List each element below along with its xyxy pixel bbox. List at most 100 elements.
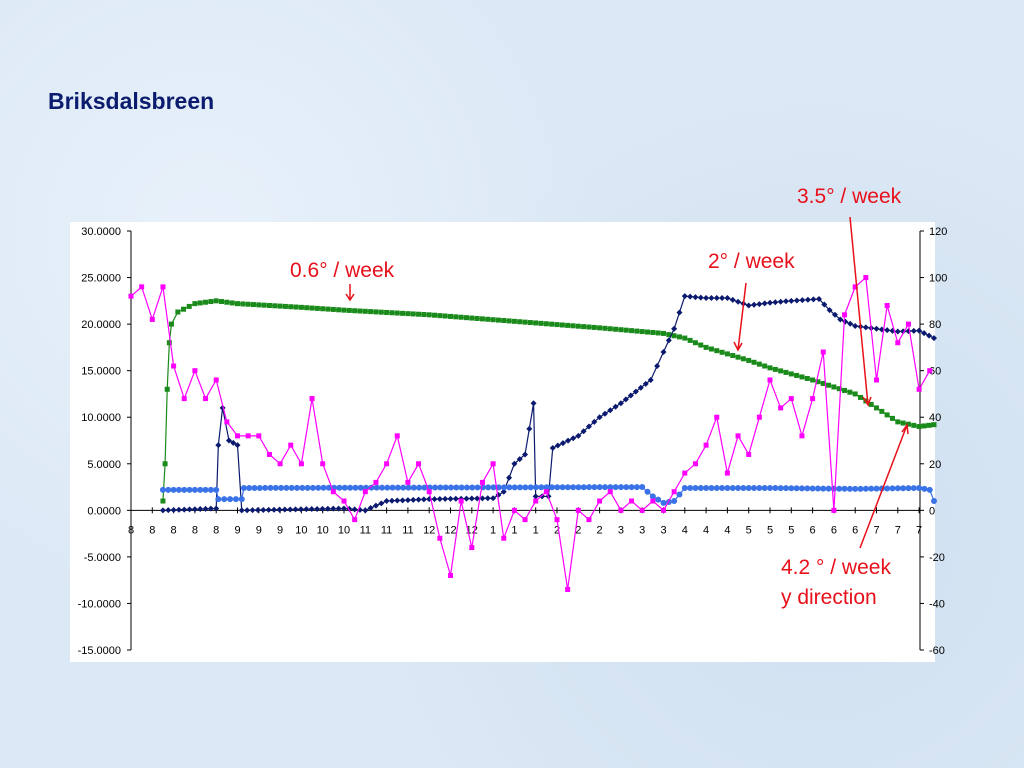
data-point: [325, 306, 331, 312]
data-point: [330, 505, 337, 512]
data-point: [463, 315, 469, 321]
x-tick-label: 11: [402, 524, 413, 536]
data-point: [777, 298, 784, 305]
data-point: [186, 303, 192, 309]
data-point: [448, 484, 455, 491]
data-point: [837, 316, 844, 323]
data-point: [804, 375, 810, 381]
data-point: [469, 545, 475, 551]
data-point: [277, 303, 283, 309]
data-point: [639, 507, 645, 513]
data-point: [293, 304, 299, 310]
data-point: [229, 300, 235, 306]
data-point: [905, 485, 912, 492]
data-point: [554, 322, 560, 328]
data-point: [862, 485, 869, 492]
y-left-tick-label: 30.0000: [81, 226, 121, 238]
data-point: [532, 493, 539, 500]
data-point: [564, 484, 571, 491]
annotation-arrow-3: [849, 216, 872, 407]
data-point: [591, 484, 598, 491]
data-point: [164, 386, 170, 392]
data-point: [756, 361, 762, 367]
data-point: [596, 414, 603, 421]
data-point: [799, 374, 805, 380]
data-point: [649, 493, 656, 500]
x-tick-label: 1: [511, 524, 517, 536]
data-point: [719, 295, 726, 302]
data-point: [240, 301, 246, 307]
data-point: [517, 484, 524, 491]
data-point: [224, 419, 230, 425]
data-point: [820, 485, 827, 492]
y-left-tick-label: 25.0000: [81, 273, 121, 285]
annotation-3-5: 3.5° / week: [797, 185, 902, 208]
data-point: [192, 368, 198, 374]
data-point: [911, 422, 917, 428]
x-tick-label: 9: [234, 524, 240, 536]
data-point: [357, 308, 363, 314]
data-point: [570, 323, 576, 329]
data-point: [234, 442, 241, 449]
data-point: [197, 300, 203, 306]
data-point: [394, 433, 400, 439]
data-point: [341, 498, 347, 504]
data-point: [442, 313, 448, 319]
data-point: [538, 320, 544, 326]
data-point: [202, 486, 209, 493]
data-point: [442, 495, 449, 502]
data-point: [506, 318, 512, 324]
data-point: [580, 484, 587, 491]
data-point: [661, 330, 666, 336]
data-point: [447, 495, 454, 502]
data-point: [858, 394, 864, 400]
y-left-tick-label: -5.0000: [84, 552, 121, 564]
data-point: [384, 461, 390, 467]
data-point: [794, 372, 800, 378]
x-tick-label: 12: [444, 524, 456, 536]
data-point: [543, 489, 549, 495]
data-point: [527, 320, 533, 326]
data-point: [191, 506, 198, 513]
data-point: [585, 423, 592, 430]
data-point: [175, 309, 181, 315]
data-point: [278, 484, 285, 491]
data-point: [458, 484, 465, 491]
data-point: [352, 517, 358, 523]
data-point: [207, 505, 214, 512]
data-point: [516, 456, 523, 463]
data-point: [697, 484, 704, 491]
data-point: [256, 484, 263, 491]
data-point: [745, 302, 752, 309]
data-point: [916, 484, 923, 491]
data-point: [580, 428, 587, 435]
data-point: [778, 405, 784, 411]
data-point: [319, 505, 326, 512]
data-point: [197, 506, 204, 513]
data-point: [128, 293, 134, 299]
data-point: [221, 496, 228, 503]
data-point: [394, 484, 401, 491]
data-point: [213, 377, 219, 383]
data-point: [831, 507, 837, 513]
data-point: [208, 299, 214, 305]
data-point: [873, 485, 880, 492]
y-right-tick-label: 120: [929, 226, 947, 238]
data-point: [281, 506, 288, 513]
data-point: [746, 451, 752, 457]
x-tick-label: 1: [533, 524, 539, 536]
data-point: [235, 433, 240, 439]
data-point: [798, 485, 805, 492]
data-point: [671, 333, 677, 339]
data-point: [224, 299, 230, 305]
x-tick-label: 6: [852, 524, 858, 536]
data-point: [213, 505, 220, 512]
data-point: [627, 392, 634, 399]
data-point: [692, 484, 699, 491]
chart-area: [70, 222, 935, 662]
data-point: [373, 479, 379, 485]
data-point: [506, 474, 513, 481]
x-tick-label: 12: [423, 524, 435, 536]
data-point: [740, 484, 747, 491]
data-point: [660, 349, 667, 356]
